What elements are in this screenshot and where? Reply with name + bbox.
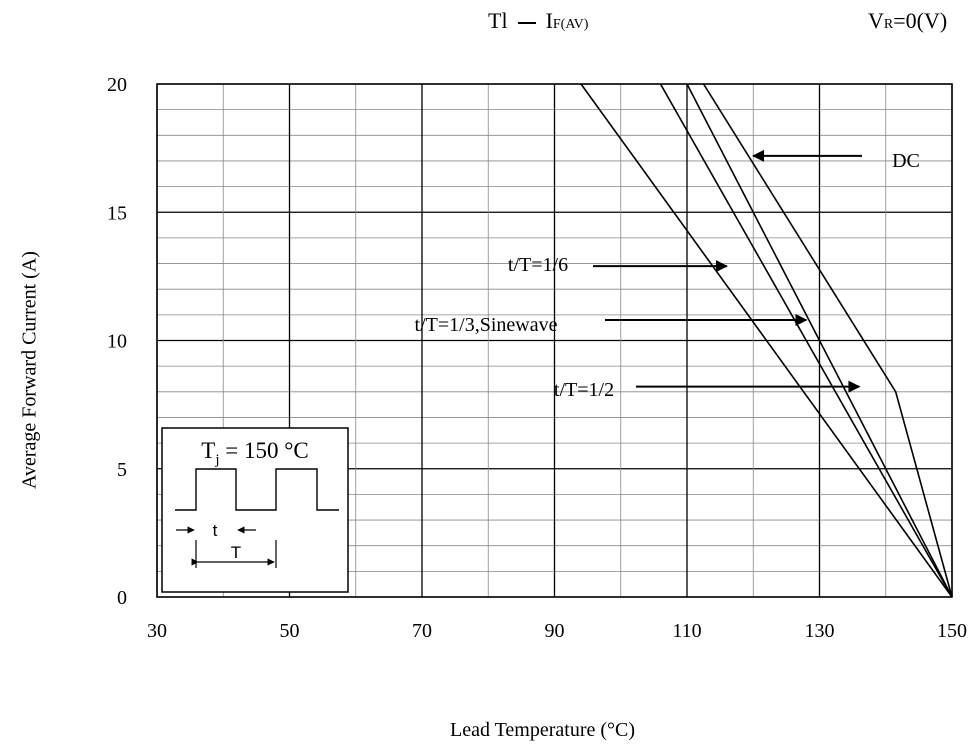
inset-T-label: T (231, 543, 241, 562)
tick-labels: 30 50 70 90 110 130 150 0 5 10 15 20 (107, 74, 967, 642)
y-tick-label: 15 (107, 202, 127, 224)
condition-main: V (868, 8, 884, 33)
waveform-inset: Tj = 150 °C tT (161, 427, 349, 593)
title-dash (517, 22, 536, 24)
inset-tj-label: Tj = 150 °C (201, 438, 309, 468)
series-line (702, 83, 953, 598)
annotation-label: t/T=1/6 (508, 254, 568, 276)
annotations: DC t/T=1/6 t/T=1/3,Sinewave t/T=1/2 (415, 149, 920, 401)
series-line (686, 83, 953, 598)
title-var-sub: F(AV) (552, 17, 589, 32)
inset-t-label: t (213, 521, 218, 540)
y-tick-label: 20 (107, 74, 127, 96)
waveform-line (175, 468, 339, 511)
annotation-label: t/T=1/3,Sinewave (415, 314, 558, 336)
condition-label: VR=0(V) (868, 8, 947, 34)
x-tick-label: 150 (937, 620, 967, 642)
chart-title: Tl IF(AV) (488, 8, 588, 34)
y-tick-label: 10 (107, 331, 127, 353)
x-axis-label: Lead Temperature (°C) (449, 719, 636, 741)
annotation-label: t/T=1/2 (554, 379, 614, 401)
x-tick-label: 130 (805, 620, 835, 642)
x-tick-label: 110 (672, 620, 701, 642)
condition-rest: =0(V) (893, 8, 948, 33)
x-tick-label: 50 (280, 620, 300, 642)
annotation-label: DC (892, 150, 920, 172)
y-tick-label: 0 (117, 587, 127, 609)
series-line (580, 83, 953, 598)
series-lines (580, 83, 953, 598)
y-tick-label: 5 (117, 459, 127, 481)
title-main: Tl (488, 8, 508, 33)
series-line (659, 83, 953, 598)
x-tick-label: 70 (412, 620, 432, 642)
title-var: I (545, 8, 553, 33)
condition-sub: R (883, 17, 894, 32)
x-tick-label: 30 (147, 620, 167, 642)
plot-frame (156, 83, 953, 598)
x-tick-label: 90 (545, 620, 565, 642)
